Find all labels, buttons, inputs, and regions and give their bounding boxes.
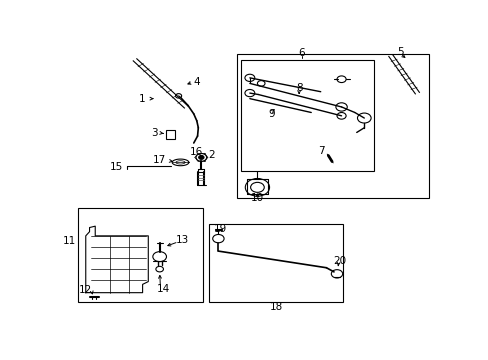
- Text: 4: 4: [193, 77, 200, 87]
- Text: 6: 6: [298, 48, 305, 58]
- Text: 1: 1: [139, 94, 145, 104]
- Bar: [78, 208, 203, 302]
- Text: 13: 13: [175, 235, 189, 245]
- Circle shape: [198, 156, 203, 159]
- Text: 5: 5: [396, 46, 403, 57]
- Text: 8: 8: [295, 82, 302, 93]
- Text: 17: 17: [153, 155, 166, 165]
- Text: 9: 9: [267, 109, 274, 119]
- Text: 20: 20: [332, 256, 346, 266]
- Text: 10: 10: [250, 193, 264, 203]
- Text: 7: 7: [318, 146, 325, 156]
- Bar: [241, 60, 373, 171]
- Text: 19: 19: [213, 225, 226, 234]
- Bar: [237, 54, 428, 198]
- Text: 18: 18: [269, 302, 283, 311]
- Text: 16: 16: [190, 147, 203, 157]
- Bar: [166, 130, 175, 139]
- Text: 3: 3: [150, 128, 157, 138]
- Text: 15: 15: [109, 162, 122, 172]
- Text: 11: 11: [63, 237, 76, 246]
- Text: 12: 12: [79, 285, 92, 295]
- Text: 2: 2: [208, 150, 214, 159]
- Bar: [208, 225, 343, 302]
- Text: 14: 14: [157, 284, 170, 294]
